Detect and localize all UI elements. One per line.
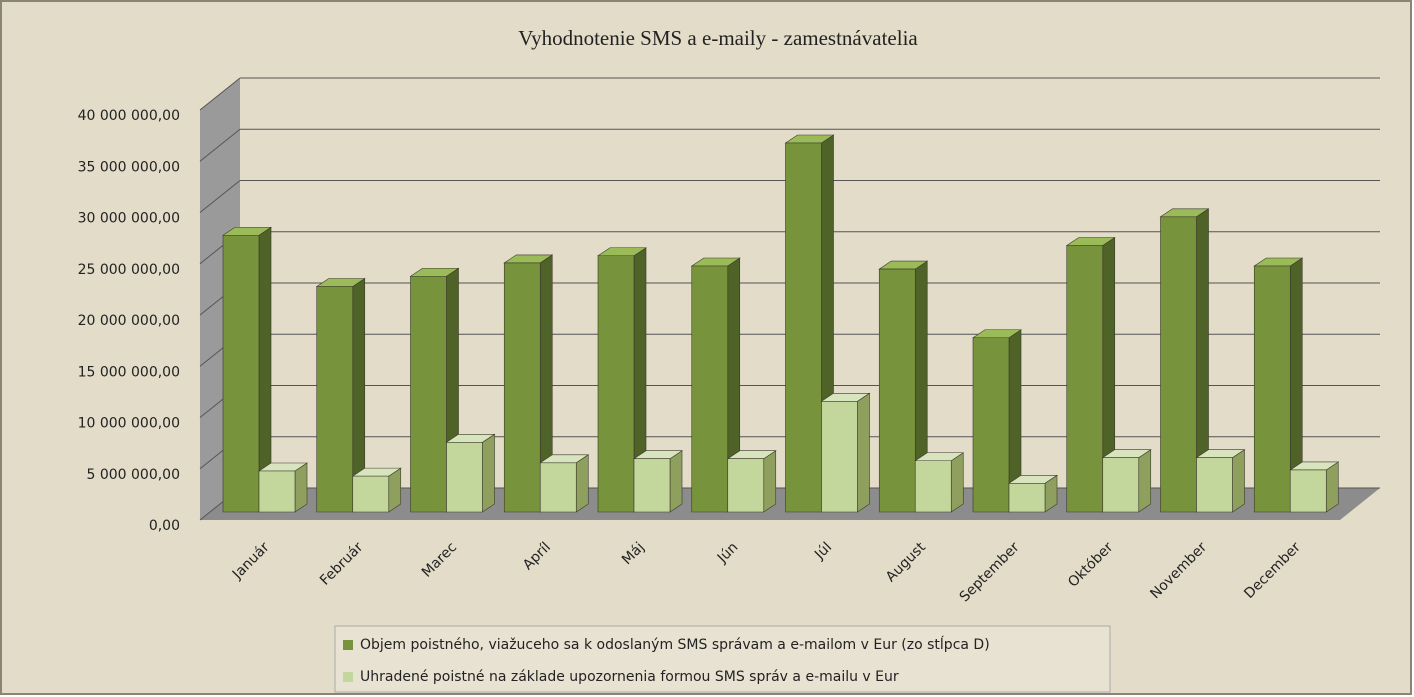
bar <box>1159 208 1210 513</box>
y-tick-label: 20 000 000,00 <box>78 313 180 329</box>
bar <box>972 329 1022 513</box>
bar <box>1101 449 1152 513</box>
bar <box>878 260 929 513</box>
bar-side <box>482 433 495 513</box>
bar-front <box>1066 245 1104 513</box>
bar <box>820 392 871 513</box>
bar-front <box>727 458 765 513</box>
bar <box>914 452 965 513</box>
bar-front <box>539 462 577 513</box>
grid-line <box>199 128 241 162</box>
y-tick-label: 25 000 000,00 <box>78 262 180 278</box>
bar <box>1065 236 1116 513</box>
bar-side <box>1232 449 1245 513</box>
bar-front <box>222 234 260 513</box>
bar <box>351 467 402 513</box>
y-tick-label: 40 000 000,00 <box>78 108 180 124</box>
bar-front <box>821 400 858 513</box>
y-tick-label: 35 000 000,00 <box>78 159 180 175</box>
y-tick-label: 10 000 000,00 <box>78 416 180 432</box>
bar-front <box>352 475 390 513</box>
bar-front <box>633 458 671 513</box>
legend-swatch <box>343 672 353 682</box>
bar <box>315 277 366 513</box>
chart-title: Vyhodnotenie SMS a e-maily - zamestnávat… <box>518 26 918 50</box>
bar <box>1253 257 1304 513</box>
bar-front <box>972 337 1010 513</box>
bar <box>1289 461 1340 513</box>
bar <box>222 226 272 513</box>
legend <box>334 625 1111 693</box>
bar-front <box>503 262 541 513</box>
bar <box>597 247 647 513</box>
bar-front <box>691 265 729 513</box>
bar <box>539 454 590 513</box>
grid-line <box>199 77 241 111</box>
bar-front <box>785 142 822 513</box>
bar-side <box>669 450 683 513</box>
y-tick-label: 5 000 000,00 <box>86 467 180 483</box>
bar <box>503 254 554 513</box>
bar-front <box>914 460 952 513</box>
bar-front <box>316 286 354 513</box>
bar-side <box>575 454 589 513</box>
y-tick-label: 15 000 000,00 <box>78 364 180 380</box>
bar-front <box>1160 216 1197 513</box>
bar-side <box>763 450 777 513</box>
bar-front <box>1008 482 1046 513</box>
bar <box>1008 474 1058 513</box>
bar-front <box>446 441 483 513</box>
bar-side <box>1138 449 1152 513</box>
legend-label: Objem poistného, viažuceho sa k odoslaný… <box>360 635 990 653</box>
bar-side <box>1325 461 1339 513</box>
bar-side <box>294 462 308 513</box>
bar-side <box>950 452 964 513</box>
legend-label: Uhradené poistné na základe upozornenia … <box>360 669 899 685</box>
bar-front <box>878 268 916 513</box>
bar-front <box>1253 265 1291 513</box>
grid-line <box>199 180 241 213</box>
bar <box>445 433 496 513</box>
bar-front <box>410 275 447 513</box>
legend-swatch <box>343 640 353 650</box>
bar <box>258 462 308 513</box>
y-tick-label: 0,00 <box>149 518 180 534</box>
bar-side <box>857 392 870 513</box>
bar-front <box>258 470 296 513</box>
bar-front <box>1289 469 1327 513</box>
y-tick-label: 30 000 000,00 <box>78 211 180 227</box>
bar <box>1195 449 1246 513</box>
bar <box>633 450 683 513</box>
bar <box>726 450 777 513</box>
bar <box>690 257 741 513</box>
bar-front <box>597 255 635 513</box>
bar-front <box>1102 457 1140 513</box>
bar-front <box>1196 457 1233 513</box>
